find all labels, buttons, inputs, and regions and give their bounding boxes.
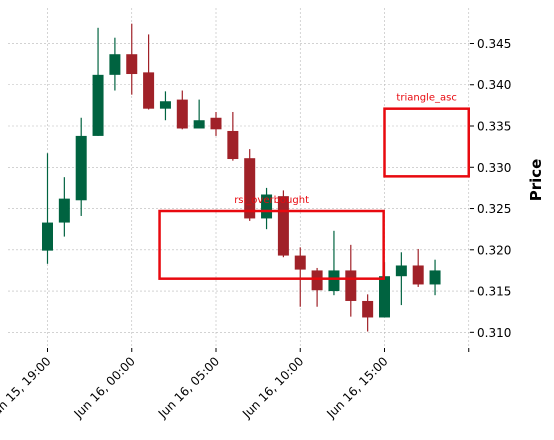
x-tick-label: Jun 16, 10:00 bbox=[239, 354, 306, 421]
candle-body bbox=[193, 120, 205, 129]
candle-body bbox=[210, 117, 222, 130]
candle-body bbox=[379, 276, 390, 318]
candle-down bbox=[176, 90, 188, 130]
candle-up bbox=[75, 117, 87, 216]
x-tick-label: Jun 16, 00:00 bbox=[71, 354, 138, 421]
candle-body bbox=[362, 300, 374, 318]
candle-body bbox=[244, 158, 256, 219]
candle-down bbox=[244, 149, 256, 221]
y-tick-label: 0.335 bbox=[477, 120, 511, 134]
candle-up bbox=[193, 99, 205, 129]
candle-down bbox=[412, 248, 424, 287]
y-tick-label: 0.345 bbox=[477, 37, 511, 51]
candles bbox=[42, 23, 441, 332]
candle-up bbox=[159, 91, 171, 121]
candle-body bbox=[176, 99, 188, 129]
candle-body bbox=[277, 196, 289, 256]
annotation-label: rsi_overbought bbox=[234, 195, 309, 206]
annotations: rsi_overbought triangle_asc bbox=[158, 93, 470, 280]
candle-body bbox=[328, 270, 340, 292]
candle-down bbox=[345, 244, 357, 317]
candle-down bbox=[311, 267, 323, 307]
y-axis-label: Price bbox=[527, 159, 545, 202]
candle-body bbox=[92, 74, 104, 136]
candle-down bbox=[143, 34, 155, 110]
y-tick-label: 0.320 bbox=[477, 243, 511, 257]
candle-up bbox=[42, 153, 53, 264]
candle-down bbox=[227, 111, 239, 161]
candle-body bbox=[311, 270, 323, 291]
candle-down bbox=[210, 111, 222, 136]
candle-up bbox=[58, 177, 70, 237]
y-tick-label: 0.325 bbox=[477, 202, 511, 216]
candle-up bbox=[261, 187, 273, 230]
candle-down bbox=[277, 190, 289, 258]
candle-body bbox=[42, 222, 53, 251]
y-tick-label: 0.315 bbox=[477, 285, 511, 299]
annotation-box bbox=[383, 107, 470, 178]
y-tick-label: 0.340 bbox=[477, 78, 511, 92]
candle-body bbox=[395, 265, 407, 277]
candle-body bbox=[159, 101, 171, 109]
candle-body bbox=[261, 194, 273, 219]
candle-body bbox=[227, 130, 239, 160]
candle-up bbox=[328, 230, 340, 296]
x-tick-label: Jun 16, 15:00 bbox=[323, 354, 390, 421]
candle-body bbox=[294, 255, 306, 270]
candle-body bbox=[412, 265, 424, 285]
y-tick-label: 0.310 bbox=[477, 326, 511, 340]
candle-body bbox=[126, 54, 138, 75]
candle-up bbox=[109, 37, 121, 91]
candle-down bbox=[294, 247, 306, 307]
candle-down bbox=[362, 294, 374, 332]
candle-up bbox=[395, 252, 407, 306]
candle-up bbox=[429, 259, 441, 296]
candle-body bbox=[143, 72, 155, 109]
y-tick-label: 0.330 bbox=[477, 161, 511, 175]
candle-body bbox=[109, 54, 121, 75]
candle-body bbox=[429, 270, 441, 285]
candle-body bbox=[345, 270, 357, 301]
x-tick-label: Jun 16, 05:00 bbox=[155, 354, 222, 421]
x-tick-label: Jun 15, 19:00 bbox=[0, 354, 54, 421]
candle-up bbox=[92, 27, 104, 136]
candle-body bbox=[58, 198, 70, 223]
annotation-label: triangle_asc bbox=[396, 93, 456, 104]
candle-down bbox=[126, 23, 138, 95]
annotation-box bbox=[158, 209, 385, 280]
candle-body bbox=[75, 135, 87, 201]
